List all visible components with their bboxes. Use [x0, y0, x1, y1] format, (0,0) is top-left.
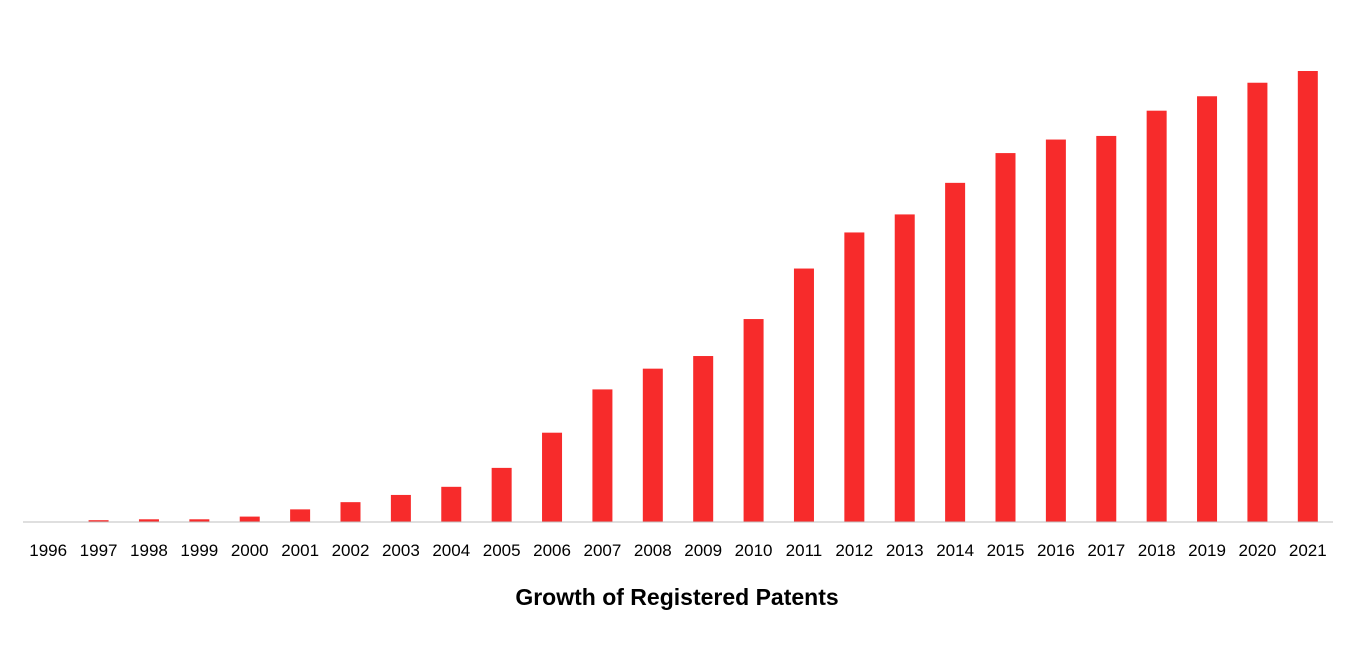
- bar-2006: [542, 432, 563, 522]
- x-tick-label-1997: 1997: [80, 541, 118, 560]
- bar-2014: [945, 182, 966, 522]
- x-tick-label-2005: 2005: [483, 541, 521, 560]
- bar-2015: [995, 153, 1016, 522]
- x-tick-label-2015: 2015: [987, 541, 1025, 560]
- x-tick-label-2011: 2011: [786, 541, 823, 560]
- bar-2000: [239, 516, 260, 522]
- bars-group: [88, 71, 1318, 523]
- chart-title: Growth of Registered Patents: [515, 584, 838, 610]
- bar-1998: [138, 519, 159, 522]
- bar-2011: [793, 268, 814, 522]
- bar-2008: [642, 368, 663, 522]
- bar-2021: [1297, 71, 1318, 522]
- bar-1999: [189, 519, 210, 522]
- bar-2003: [390, 494, 411, 522]
- bar-2007: [592, 389, 613, 522]
- x-tick-label-2021: 2021: [1289, 541, 1327, 560]
- bar-2009: [693, 356, 714, 522]
- x-tick-label-1996: 1996: [29, 541, 67, 560]
- x-tick-label-2020: 2020: [1239, 541, 1277, 560]
- x-tick-label-2010: 2010: [735, 541, 773, 560]
- x-tick-label-2000: 2000: [231, 541, 269, 560]
- bar-1997: [88, 520, 109, 522]
- x-tick-label-2002: 2002: [332, 541, 370, 560]
- bar-2016: [1045, 139, 1066, 523]
- x-tick-label-2003: 2003: [382, 541, 420, 560]
- x-tick-label-1998: 1998: [130, 541, 168, 560]
- x-tick-label-1999: 1999: [180, 541, 218, 560]
- x-tick-label-2013: 2013: [886, 541, 924, 560]
- x-tick-label-2018: 2018: [1138, 541, 1176, 560]
- bar-2002: [340, 502, 361, 522]
- x-tick-label-2008: 2008: [634, 541, 672, 560]
- x-tick-label-2001: 2001: [281, 541, 319, 560]
- x-tick-label-2006: 2006: [533, 541, 571, 560]
- bar-2017: [1096, 135, 1117, 522]
- x-tick-label-2009: 2009: [684, 541, 722, 560]
- bar-2001: [290, 509, 311, 522]
- x-tick-label-2004: 2004: [432, 541, 470, 560]
- x-tick-label-2017: 2017: [1087, 541, 1125, 560]
- x-tick-label-2007: 2007: [584, 541, 622, 560]
- bar-2013: [894, 214, 915, 523]
- bar-2005: [491, 467, 512, 522]
- bar-2004: [441, 486, 462, 522]
- bar-2012: [844, 232, 865, 522]
- bar-2019: [1197, 96, 1218, 522]
- x-tick-label-2012: 2012: [835, 541, 873, 560]
- bar-2018: [1146, 110, 1167, 522]
- x-tick-labels: 1996 1997 1998 1999 2000 2001 2002 2003 2004 2005…: [29, 541, 1326, 560]
- x-tick-label-2019: 2019: [1188, 541, 1226, 560]
- x-tick-label-2016: 2016: [1037, 541, 1075, 560]
- x-tick-label-2014: 2014: [936, 541, 974, 560]
- bar-2010: [743, 319, 764, 522]
- bar-2020: [1247, 82, 1268, 522]
